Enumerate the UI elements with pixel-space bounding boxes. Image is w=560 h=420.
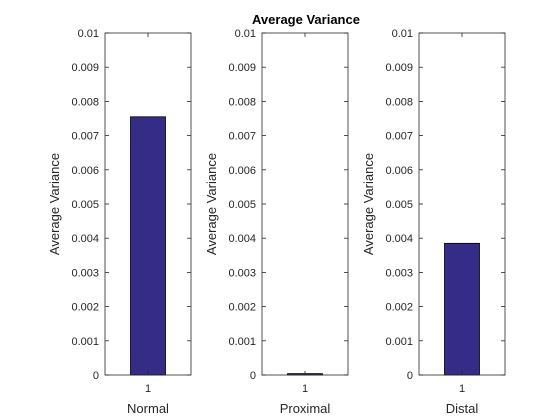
y-tick-label: 0 (407, 370, 413, 382)
x-tick-label: 1 (459, 383, 465, 395)
y-tick-label: 0.005 (228, 199, 256, 211)
y-tick-label: 0.007 (385, 131, 413, 143)
y-axis-label: Average Variance (47, 153, 62, 255)
y-tick-label: 0.008 (385, 96, 413, 108)
y-axis-label: Average Variance (204, 153, 219, 255)
y-tick-label: 0.01 (392, 28, 413, 40)
bar-normal (130, 116, 166, 376)
y-tick-label: 0.007 (71, 131, 99, 143)
y-tick-label: 0.002 (71, 302, 99, 314)
y-tick-label: 0.009 (385, 62, 413, 74)
y-tick-label: 0.01 (235, 28, 256, 40)
y-tick-label: 0.01 (78, 28, 99, 40)
y-tick-label: 0.009 (71, 62, 99, 74)
y-tick-label: 0.003 (71, 267, 99, 279)
y-tick-label: 0 (250, 370, 256, 382)
y-tick-label: 0.001 (385, 336, 413, 348)
y-tick-label: 0.005 (385, 199, 413, 211)
y-tick-label: 0.007 (228, 131, 256, 143)
y-tick-label: 0.001 (71, 336, 99, 348)
y-tick-label: 0.008 (228, 96, 256, 108)
chart-title: Average Variance (252, 12, 360, 27)
y-tick-label: 0 (93, 370, 99, 382)
y-tick-label: 0.006 (385, 165, 413, 177)
y-tick-label: 0.009 (228, 62, 256, 74)
y-tick-label: 0.006 (71, 165, 99, 177)
y-tick-label: 0.004 (228, 233, 256, 245)
axes-box-proximal (261, 32, 349, 376)
x-axis-label: Proximal (280, 401, 331, 416)
y-tick-label: 0.008 (71, 96, 99, 108)
y-tick-label: 0.004 (71, 233, 99, 245)
y-tick-label: 0.002 (228, 302, 256, 314)
y-tick-label: 0.006 (228, 165, 256, 177)
y-tick-label: 0.003 (385, 267, 413, 279)
y-tick-label: 0.003 (228, 267, 256, 279)
y-tick-label: 0.004 (385, 233, 413, 245)
x-axis-label: Distal (446, 401, 479, 416)
y-tick-label: 0.005 (71, 199, 99, 211)
x-axis-label: Normal (127, 401, 169, 416)
x-tick-label: 1 (145, 383, 151, 395)
y-axis-label: Average Variance (361, 153, 376, 255)
y-tick-label: 0.001 (228, 336, 256, 348)
bar-distal (444, 242, 480, 376)
y-tick-label: 0.002 (385, 302, 413, 314)
x-tick-label: 1 (302, 383, 308, 395)
